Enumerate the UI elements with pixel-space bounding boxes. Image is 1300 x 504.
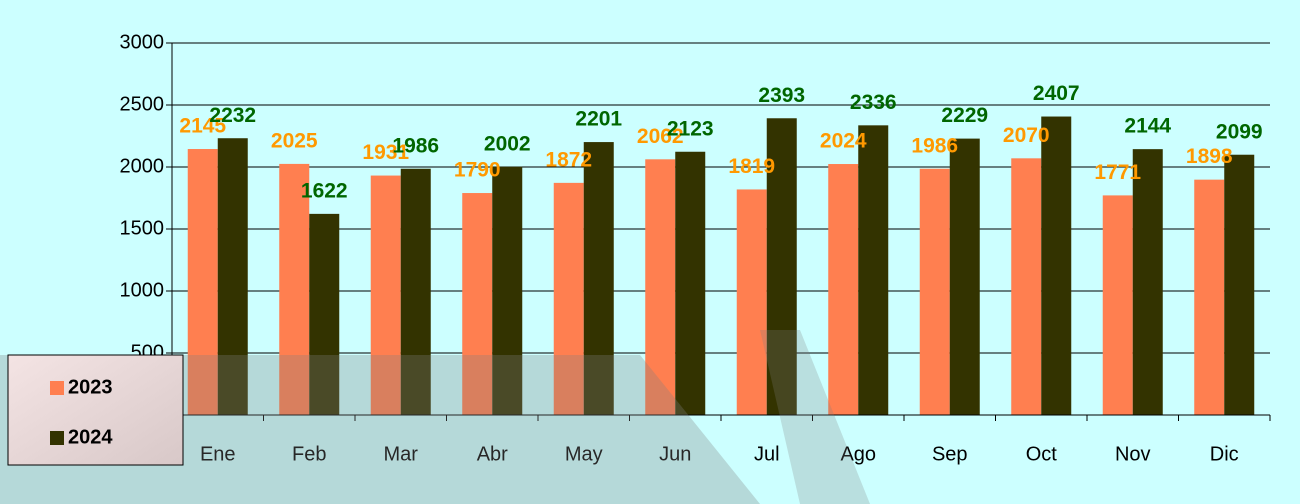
bar	[766, 118, 797, 415]
bar	[1011, 158, 1042, 415]
bar	[309, 213, 340, 415]
data-label: 2336	[850, 91, 897, 114]
data-label: 2062	[637, 125, 684, 148]
data-label: 1622	[301, 179, 348, 202]
y-tick-label: 3000	[120, 31, 165, 53]
data-label: 2144	[1124, 115, 1171, 138]
bar	[400, 168, 431, 415]
bar	[736, 189, 767, 415]
data-label: 2145	[179, 115, 226, 138]
bar	[919, 168, 950, 415]
legend-swatch	[50, 431, 64, 445]
data-label: 2229	[941, 104, 988, 127]
bar	[1132, 149, 1163, 416]
bar	[370, 175, 401, 415]
data-label: 2232	[209, 104, 256, 127]
bar	[583, 142, 614, 416]
data-label: 2407	[1033, 82, 1080, 105]
data-label: 1986	[392, 134, 439, 157]
bar	[828, 164, 859, 415]
data-label: 2024	[820, 130, 867, 153]
x-tick-label: Ene	[200, 443, 236, 465]
data-label: 1771	[1094, 161, 1141, 184]
watermark-shape	[0, 355, 760, 504]
x-tick-label: Sep	[932, 443, 968, 465]
x-tick-label: Jul	[754, 443, 780, 465]
legend-box	[7, 354, 184, 466]
legend-label: 2023	[68, 376, 113, 398]
bar	[553, 182, 584, 415]
data-label: 2393	[758, 84, 805, 107]
bar	[217, 138, 248, 415]
x-tick-label: Mar	[384, 443, 419, 465]
bar	[492, 166, 523, 415]
x-tick-label: Dic	[1210, 443, 1239, 465]
data-label: 2002	[484, 132, 531, 155]
data-label: 2201	[575, 108, 622, 131]
data-label: 1986	[911, 134, 958, 157]
plot-area: 050010001500200025003000EneFebMarAbrMayJ…	[120, 31, 1271, 465]
y-tick-label: 1500	[120, 217, 165, 239]
data-label: 1872	[545, 148, 592, 171]
bar	[279, 163, 310, 415]
x-tick-label: Nov	[1115, 443, 1151, 465]
x-tick-label: May	[565, 443, 603, 465]
y-tick-label: 1000	[120, 279, 165, 301]
bar	[1194, 179, 1225, 415]
legend-swatch	[50, 381, 64, 395]
data-label: 2123	[667, 117, 714, 140]
bar	[645, 159, 676, 415]
bar	[187, 149, 218, 415]
bar	[1102, 195, 1133, 415]
bar	[949, 138, 980, 415]
bar	[858, 125, 889, 415]
x-tick-label: Oct	[1026, 443, 1058, 465]
data-label: 2025	[271, 129, 318, 152]
data-label: 2070	[1003, 124, 1050, 147]
bar	[1224, 154, 1255, 415]
bar	[1041, 116, 1072, 416]
bar	[675, 151, 706, 416]
x-tick-label: Feb	[292, 443, 326, 465]
x-tick-label: Abr	[477, 443, 508, 465]
data-label: 1898	[1186, 145, 1233, 168]
data-label: 1819	[728, 155, 775, 178]
y-tick-label: 2500	[120, 93, 165, 115]
data-label: 2099	[1216, 120, 1263, 143]
watermark-shape	[760, 330, 870, 504]
y-tick-label: 2000	[120, 155, 165, 177]
x-tick-label: Ago	[840, 443, 876, 465]
x-tick-label: Jun	[659, 443, 691, 465]
data-label: 1931	[362, 141, 409, 164]
legend-label: 2024	[68, 426, 113, 448]
bar	[462, 193, 493, 415]
data-label: 1790	[454, 159, 501, 182]
